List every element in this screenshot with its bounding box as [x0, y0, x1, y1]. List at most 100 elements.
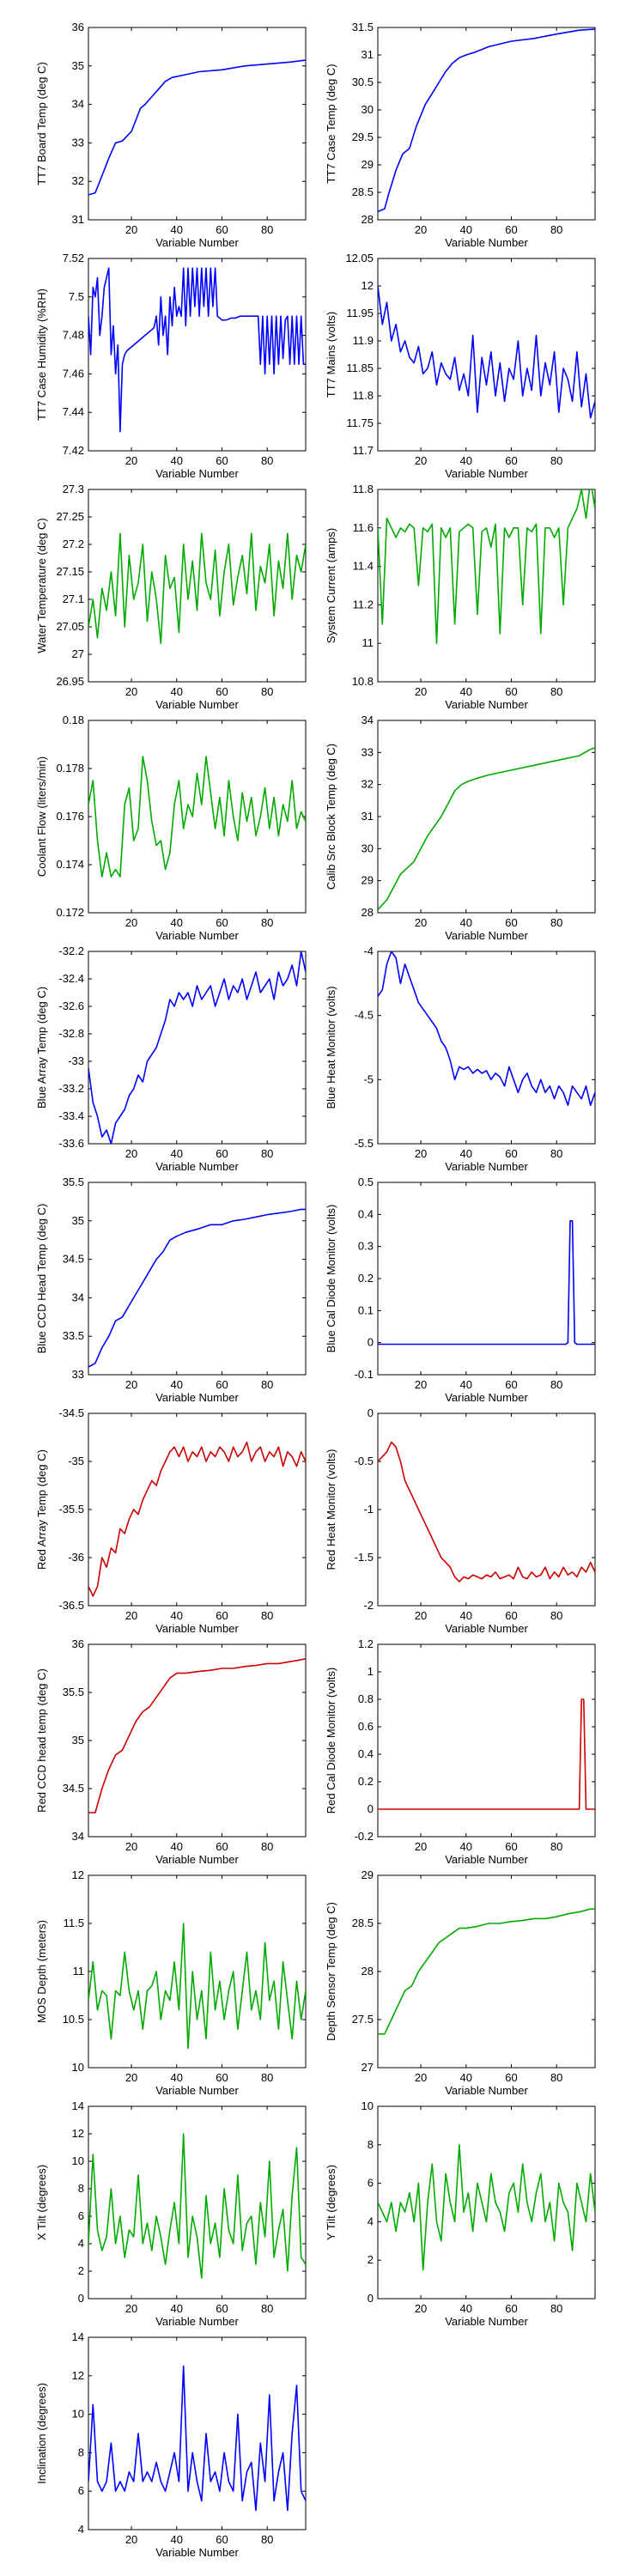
y-tick-label: -34.5 — [58, 1406, 84, 1419]
plot-frame — [377, 1874, 596, 2069]
x-axis-label: Variable Number — [155, 236, 239, 249]
y-tick-label: 8 — [78, 2182, 84, 2195]
x-tick-label: 60 — [505, 454, 517, 467]
y-axis-label: Depth Sensor Temp (deg C) — [325, 1902, 337, 2041]
chart-red_heat: -2 -1.5 -1 -0.5 0 20 40 60 80 Variable Number Red … — [325, 1406, 596, 1635]
y-tick-label: 28 — [361, 213, 374, 226]
chart-x_tilt: 0 2 4 6 8 10 12 14 20 40 60 80 Variable Number X Tilt… — [35, 2099, 307, 2328]
plot-frame — [377, 1182, 596, 1376]
y-tick-label: -5 — [363, 1072, 374, 1085]
y-tick-label: 0 — [368, 1336, 374, 1349]
y-tick-label: 7.48 — [63, 329, 84, 342]
x-tick-label: 40 — [171, 916, 183, 929]
x-tick-label: 80 — [550, 1840, 562, 1853]
y-tick-label: 7.52 — [63, 252, 84, 264]
x-axis-label: Variable Number — [155, 2315, 239, 2328]
y-tick-label: 32 — [361, 778, 374, 791]
y-tick-label: 27.3 — [63, 483, 84, 495]
chart-mos_depth: 10 10.5 11 11.5 12 20 40 60 80 Variable Number MOS… — [35, 1868, 307, 2097]
y-axis-label: Blue CCD Head Temp (deg C) — [35, 1204, 48, 1354]
plot-frame — [88, 489, 307, 683]
series-line — [378, 1698, 595, 1810]
chart-water_temp: 26.95 27 27.05 27.1 27.15 27.2 27.25 27.3 20 40 60… — [35, 483, 307, 711]
x-tick-label: 60 — [216, 1840, 228, 1853]
y-tick-label: 31 — [361, 48, 374, 61]
y-tick-label: 33 — [361, 745, 374, 758]
x-tick-label: 40 — [171, 1378, 183, 1391]
x-tick-label: 20 — [125, 685, 137, 698]
y-tick-label: 27.5 — [352, 2013, 374, 2026]
x-tick-label: 80 — [550, 223, 562, 236]
y-tick-label: -36.5 — [58, 1599, 84, 1612]
y-tick-label: 6 — [368, 2177, 374, 2190]
y-tick-label: 7.42 — [63, 444, 84, 457]
y-tick-label: 34 — [72, 1291, 84, 1303]
x-tick-label: 40 — [460, 2302, 472, 2315]
y-tick-label: 33 — [72, 1368, 84, 1381]
y-tick-label: 10 — [72, 2154, 84, 2167]
y-tick-label: 28.5 — [352, 1917, 374, 1929]
chart-red_array: -36.5 -36 -35.5 -35 -34.5 20 40 60 80 Variable Nu… — [35, 1406, 307, 1635]
y-axis-label: Water Temperature (deg C) — [35, 518, 48, 653]
y-tick-label: 27.25 — [56, 510, 84, 523]
y-tick-label: 11.75 — [346, 416, 374, 429]
y-tick-label: 12 — [72, 2369, 84, 2382]
plot-frame — [377, 258, 596, 452]
y-tick-label: 7.5 — [69, 290, 84, 303]
y-tick-label: 10.8 — [352, 675, 374, 688]
x-axis-label: Variable Number — [445, 2084, 528, 2097]
series-line — [378, 489, 595, 645]
y-tick-label: 11.9 — [353, 334, 374, 347]
y-tick-label: 0.172 — [56, 906, 84, 919]
y-tick-label: 11.7 — [353, 444, 374, 457]
y-tick-label: 14 — [72, 2099, 84, 2112]
y-tick-label: -1 — [363, 1503, 374, 1516]
y-tick-label: -36 — [68, 1551, 84, 1564]
y-axis-label: Blue Cal Diode Monitor (volts) — [325, 1205, 337, 1353]
y-axis-label: Red Heat Monitor (volts) — [325, 1449, 337, 1571]
plot-frame — [377, 489, 596, 683]
x-axis-label: Variable Number — [155, 698, 239, 711]
y-tick-label: -32.2 — [58, 945, 84, 957]
plot-frame — [377, 720, 596, 914]
y-tick-label: 11.85 — [346, 361, 374, 374]
y-tick-label: 12 — [72, 1868, 84, 1881]
x-tick-label: 80 — [550, 454, 562, 467]
x-axis-label: Variable Number — [445, 929, 528, 942]
y-tick-label: -33.4 — [58, 1109, 84, 1122]
x-tick-label: 60 — [216, 1378, 228, 1391]
series-line — [378, 1908, 595, 2035]
y-tick-label: 14 — [72, 2330, 84, 2343]
y-tick-label: 0 — [368, 2292, 374, 2305]
x-axis-label: Variable Number — [445, 1622, 528, 1635]
y-tick-label: 28 — [361, 1965, 374, 1978]
x-tick-label: 60 — [505, 1147, 517, 1160]
y-axis-label: TT7 Case Humidity (%RH) — [35, 289, 48, 421]
y-tick-label: -5.5 — [355, 1137, 374, 1150]
y-tick-label: 11.5 — [64, 1917, 84, 1929]
x-tick-label: 60 — [505, 1609, 517, 1622]
x-tick-label: 40 — [460, 685, 472, 698]
y-tick-label: 10 — [72, 2408, 84, 2421]
plot-frame — [88, 1182, 307, 1376]
x-tick-label: 80 — [550, 1609, 562, 1622]
x-tick-label: 40 — [460, 223, 472, 236]
chart-depth_sensor: 27 27.5 28 28.5 29 20 40 60 80 Variable Number Dep… — [325, 1868, 596, 2097]
chart-coolant_flow: 0.172 0.174 0.176 0.178 0.18 20 40 60 80 Variable… — [35, 714, 307, 942]
series-line — [88, 951, 306, 1144]
x-tick-label: 80 — [261, 916, 273, 929]
y-axis-label: TT7 Case Temp (deg C) — [325, 64, 337, 183]
y-tick-label: 33.5 — [63, 1329, 84, 1342]
x-tick-label: 80 — [550, 685, 562, 698]
x-tick-label: 60 — [505, 2302, 517, 2315]
x-axis-label: Variable Number — [445, 1160, 528, 1173]
y-axis-label: X Tilt (degrees) — [35, 2165, 48, 2240]
x-tick-label: 20 — [415, 2071, 427, 2084]
x-tick-label: 80 — [261, 454, 273, 467]
y-tick-label: 12.05 — [345, 252, 374, 264]
y-tick-label: 31 — [361, 810, 374, 823]
series-line — [378, 1441, 595, 1583]
y-axis-label: Red CCD head temp (deg C) — [35, 1668, 48, 1813]
y-tick-label: 10.5 — [63, 2013, 84, 2026]
x-axis-label: Variable Number — [155, 2084, 239, 2097]
